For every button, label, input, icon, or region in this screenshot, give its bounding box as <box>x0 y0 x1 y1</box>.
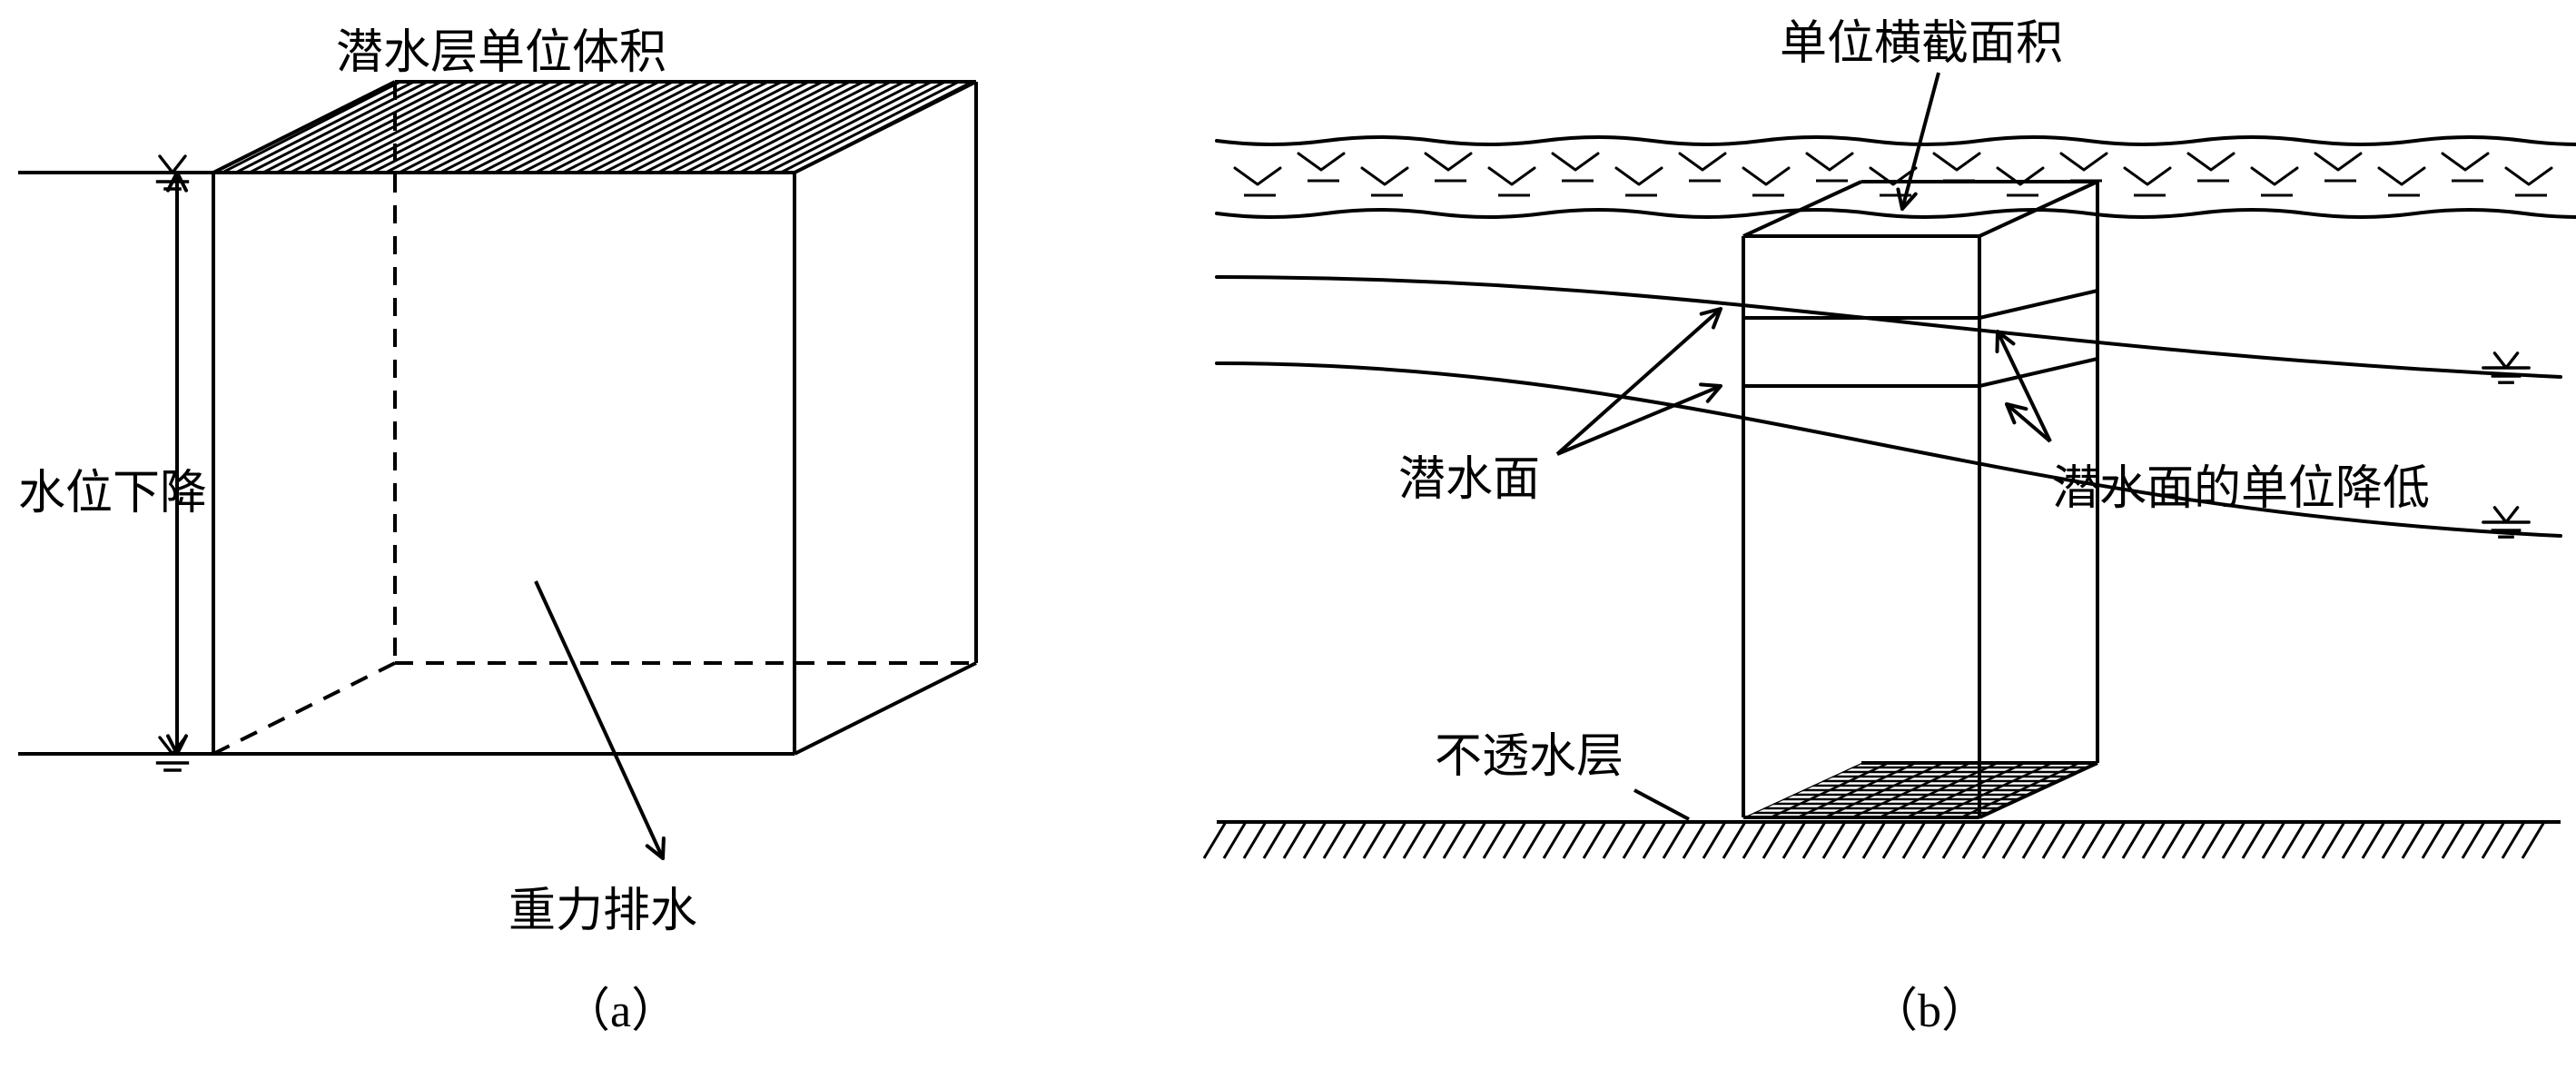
figB-left-label: 潜水面 <box>1398 454 1540 506</box>
figB-caption: （b） <box>1870 985 1989 1037</box>
figA-bottom-label: 重力排水 <box>508 886 697 937</box>
figB-top-label: 单位横截面积 <box>1780 18 2063 70</box>
figA-caption: （a） <box>563 985 678 1037</box>
figA-left-label: 水位下降 <box>18 468 207 520</box>
figB-right-label: 潜水面的单位降低 <box>2052 463 2430 515</box>
figA-top-label: 潜水层单位体积 <box>336 27 666 79</box>
figB-impermeable-label: 不透水层 <box>1435 731 1624 783</box>
